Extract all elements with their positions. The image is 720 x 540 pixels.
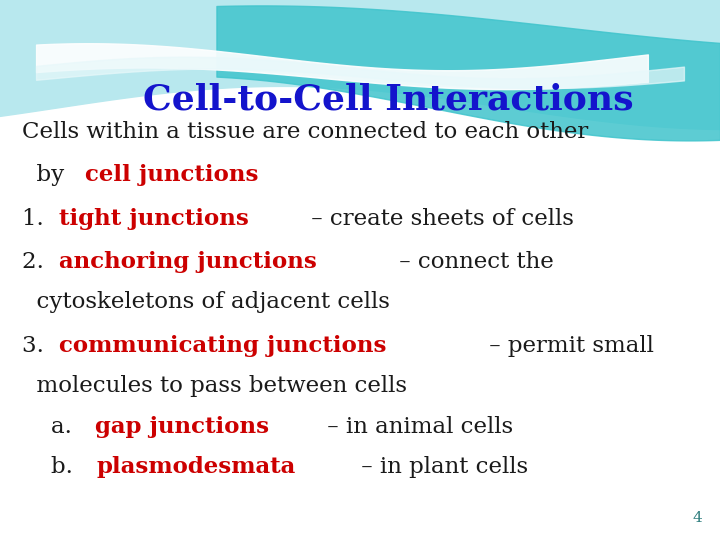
Text: Cells within a tissue are connected to each other: Cells within a tissue are connected to e…: [22, 122, 588, 143]
Text: – create sheets of cells: – create sheets of cells: [304, 208, 574, 230]
Text: cytoskeletons of adjacent cells: cytoskeletons of adjacent cells: [22, 292, 390, 313]
Text: 3.: 3.: [22, 335, 50, 356]
Text: anchoring junctions: anchoring junctions: [59, 251, 317, 273]
Text: tight junctions: tight junctions: [59, 208, 249, 230]
Text: gap junctions: gap junctions: [95, 416, 269, 437]
Text: b.: b.: [22, 456, 80, 478]
Text: – connect the: – connect the: [392, 251, 554, 273]
Text: 2.: 2.: [22, 251, 50, 273]
Text: plasmodesmata: plasmodesmata: [96, 456, 296, 478]
Text: – in animal cells: – in animal cells: [320, 416, 513, 437]
Text: – permit small: – permit small: [482, 335, 654, 356]
Text: by: by: [22, 165, 71, 186]
Text: cell junctions: cell junctions: [86, 165, 259, 186]
Text: 4: 4: [692, 511, 702, 525]
Text: a.: a.: [22, 416, 78, 437]
Text: Cell-to-Cell Interactions: Cell-to-Cell Interactions: [143, 83, 634, 117]
Text: molecules to pass between cells: molecules to pass between cells: [22, 375, 407, 397]
Text: 1.: 1.: [22, 208, 50, 230]
Text: – in plant cells: – in plant cells: [354, 456, 528, 478]
Text: communicating junctions: communicating junctions: [59, 335, 387, 356]
